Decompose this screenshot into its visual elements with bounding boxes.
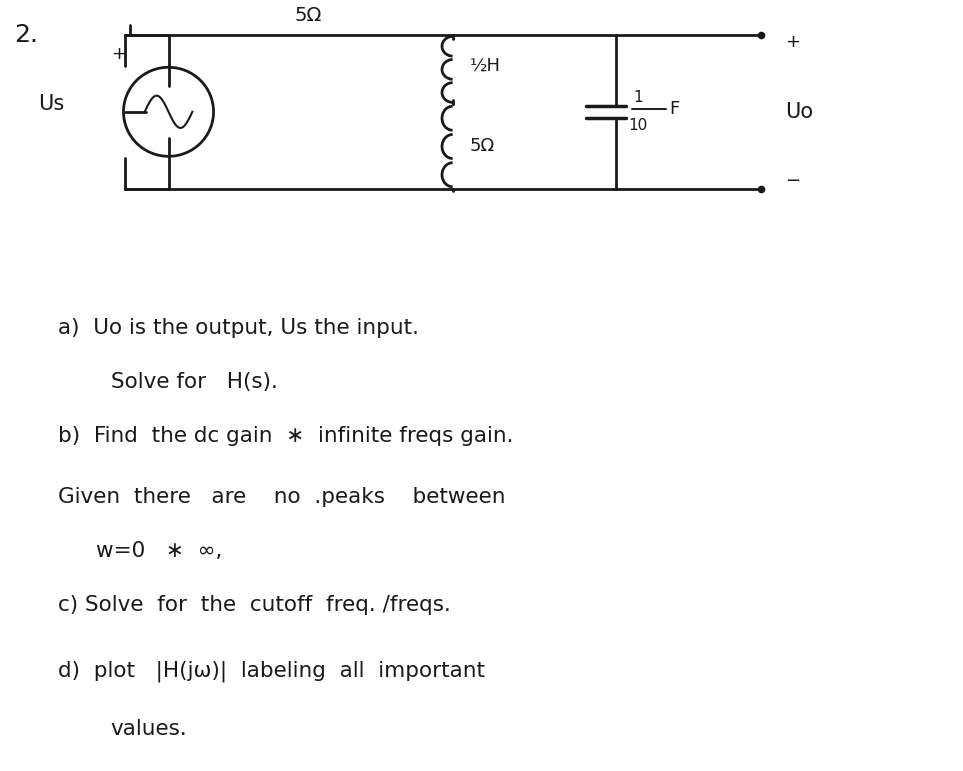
Text: a)  Uo is the output, Us the input.: a) Uo is the output, Us the input. [58,318,419,338]
Text: +: + [785,33,800,52]
Text: +: + [111,45,126,63]
Text: 10: 10 [628,118,647,133]
Text: c) Solve  for  the  cutoff  freq. /freqs.: c) Solve for the cutoff freq. /freqs. [58,595,451,615]
Text: −: − [785,172,800,190]
Text: ½H: ½H [470,56,501,75]
Text: b)  Find  the dc gain  ∗  infinite freqs gain.: b) Find the dc gain ∗ infinite freqs gai… [58,426,513,446]
Text: 1: 1 [634,90,643,106]
Text: 5Ω: 5Ω [295,6,322,25]
Text: Solve for   H(s).: Solve for H(s). [111,372,277,392]
Text: 5Ω: 5Ω [470,137,495,156]
Text: Given  there   are    no  .peaks    between: Given there are no .peaks between [58,487,506,507]
Text: F: F [669,100,680,119]
Text: Us: Us [39,94,65,114]
Text: 2.: 2. [14,22,39,47]
Text: Uo: Uo [785,102,813,122]
Text: d)  plot   |H(jω)|  labeling  all  important: d) plot |H(jω)| labeling all important [58,660,484,682]
Text: values.: values. [111,719,188,739]
Text: w=0   ∗  ∞,: w=0 ∗ ∞, [96,541,222,561]
